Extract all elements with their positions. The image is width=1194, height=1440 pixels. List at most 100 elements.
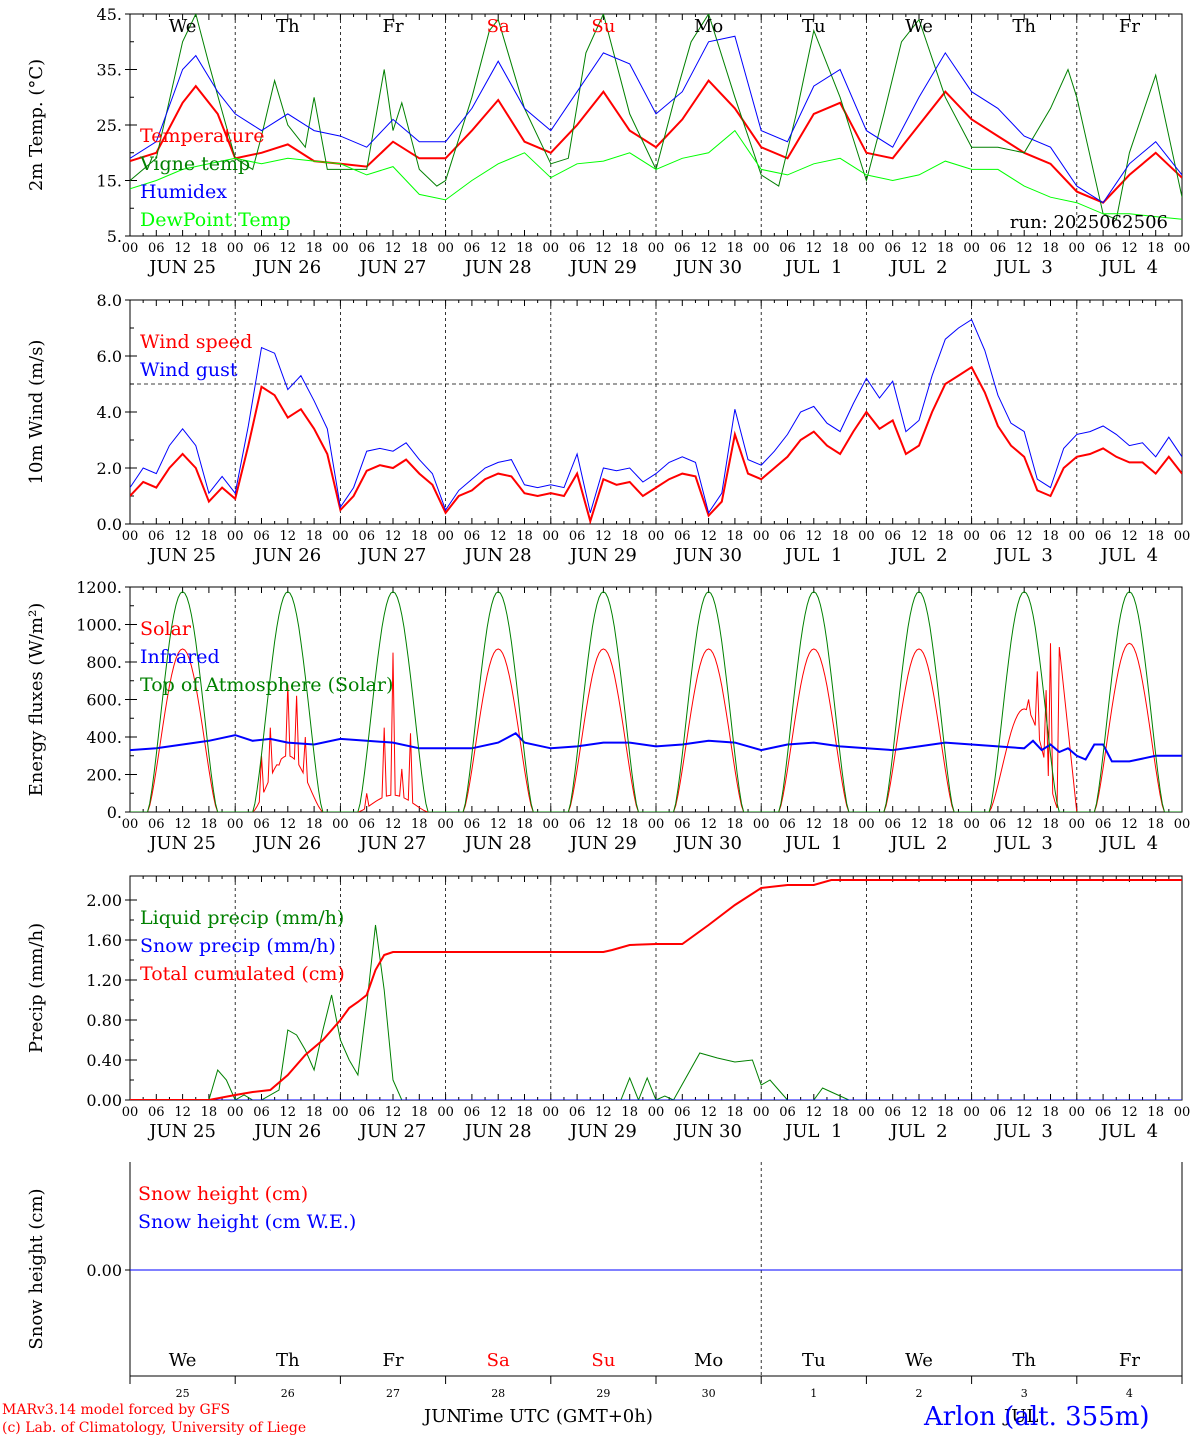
hour-label: 12 — [806, 241, 823, 256]
weekday-label: Sa — [487, 1350, 510, 1371]
hour-label: 18 — [516, 529, 533, 544]
day-label: JUN 29 — [568, 833, 637, 854]
hour-label: 18 — [937, 1105, 954, 1120]
hour-label: 18 — [516, 241, 533, 256]
hour-label: 18 — [727, 817, 744, 832]
hour-label: 06 — [464, 1105, 481, 1120]
panel-1 — [125, 13, 1183, 237]
x-axis-label: Time UTC (GMT+0h) — [458, 1406, 653, 1427]
hour-label: 06 — [674, 529, 691, 544]
hour-label: 06 — [358, 817, 375, 832]
day-label: JUL 4 — [1099, 545, 1158, 566]
y-tick-label: 35. — [97, 61, 122, 80]
hour-label: 12 — [911, 1105, 928, 1120]
day-number-label: 1 — [810, 1387, 817, 1400]
hour-label: 06 — [464, 241, 481, 256]
hour-label: 12 — [1016, 1105, 1033, 1120]
plot-area — [130, 14, 1182, 220]
y-tick-label: 1200. — [76, 578, 122, 597]
day-number-label: 2 — [916, 1387, 923, 1400]
y-axis-label: Precip (mm/h) — [26, 923, 47, 1053]
legend-entry: Snow precip (mm/h) — [140, 935, 336, 957]
day-number-label: 4 — [1126, 1387, 1133, 1400]
legend-entry: Infrared — [140, 646, 220, 668]
y-tick-label: 4.0 — [97, 403, 122, 422]
y-tick-label: 600. — [86, 691, 122, 710]
weekday-label: Th — [276, 16, 300, 37]
day-number-label: 27 — [386, 1387, 400, 1400]
legend-entry: Wind speed — [140, 331, 252, 353]
day-label: JUN 26 — [252, 1121, 321, 1142]
weekday-label: Tu — [802, 1350, 826, 1371]
day-label: JUL 1 — [783, 257, 842, 278]
day-label: JUN 28 — [463, 257, 532, 278]
legend-entry: Solar — [140, 618, 192, 640]
day-label: JUN 29 — [568, 545, 637, 566]
y-axis-label: Energy fluxes (W/m²) — [26, 603, 47, 797]
hour-label: 06 — [148, 241, 165, 256]
hour-label: 18 — [306, 241, 323, 256]
hour-label: 12 — [911, 817, 928, 832]
hour-label: 00 — [963, 529, 980, 544]
hour-label: 06 — [148, 1105, 165, 1120]
day-label: JUN 27 — [358, 833, 427, 854]
y-tick-label: 2.00 — [86, 891, 122, 910]
legend-entry: Snow height (cm W.E.) — [138, 1211, 356, 1233]
hour-label: 00 — [648, 529, 665, 544]
hour-label: 00 — [122, 529, 139, 544]
y-tick-label: 25. — [97, 116, 122, 135]
hour-label: 00 — [543, 241, 560, 256]
day-number-label: 28 — [491, 1387, 505, 1400]
hour-label: 12 — [1016, 817, 1033, 832]
weekday-label: Th — [1012, 16, 1036, 37]
hour-label: 12 — [490, 1105, 507, 1120]
series-line-4 — [130, 129, 1182, 220]
hour-label: 12 — [700, 817, 717, 832]
month-label-left: JUN — [424, 1406, 463, 1427]
hour-label: 00 — [227, 241, 244, 256]
hour-label: 12 — [700, 241, 717, 256]
y-tick-label: 45. — [97, 5, 122, 24]
y-tick-label: 1.60 — [86, 931, 122, 950]
hour-label: 12 — [280, 817, 297, 832]
hour-label: 18 — [832, 1105, 849, 1120]
y-tick-label: 6.0 — [97, 347, 122, 366]
hour-label: 06 — [990, 529, 1007, 544]
hour-label: 18 — [411, 817, 428, 832]
hour-label: 12 — [490, 529, 507, 544]
series-line-2 — [130, 732, 1182, 763]
day-label: JUL 3 — [994, 1121, 1053, 1142]
hour-label: 12 — [911, 241, 928, 256]
hour-label: 12 — [700, 1105, 717, 1120]
y-tick-label: 0.40 — [86, 1051, 122, 1070]
hour-label: 06 — [990, 1105, 1007, 1120]
hour-label: 06 — [779, 1105, 796, 1120]
hour-label: 06 — [884, 241, 901, 256]
hour-label: 06 — [1095, 817, 1112, 832]
legend-entry: DewPoint Temp — [140, 209, 291, 231]
day-number-label: 3 — [1021, 1387, 1028, 1400]
hour-label: 18 — [621, 1105, 638, 1120]
day-label: JUN 25 — [147, 545, 216, 566]
hour-label: 00 — [648, 241, 665, 256]
hour-label: 12 — [280, 529, 297, 544]
hour-label: 06 — [779, 529, 796, 544]
day-label: JUN 27 — [358, 1121, 427, 1142]
y-tick-label: 2.0 — [97, 459, 122, 478]
legend-entry: Humidex — [140, 181, 227, 203]
day-label: JUN 27 — [358, 545, 427, 566]
hour-label: 00 — [543, 817, 560, 832]
day-label: JUN 29 — [568, 257, 637, 278]
day-label: JUL 4 — [1099, 1121, 1158, 1142]
hour-label: 00 — [963, 241, 980, 256]
weekday-label: Tu — [802, 16, 826, 37]
legend-entry: Temperature — [140, 125, 264, 147]
hour-label: 00 — [332, 241, 349, 256]
day-label: JUN 26 — [252, 545, 321, 566]
hour-label: 12 — [174, 1105, 191, 1120]
legend-entry: Wind gust — [140, 359, 238, 381]
hour-label: 00 — [858, 529, 875, 544]
weekday-label: We — [905, 16, 933, 37]
y-axis-label: 10m Wind (m/s) — [26, 340, 47, 485]
